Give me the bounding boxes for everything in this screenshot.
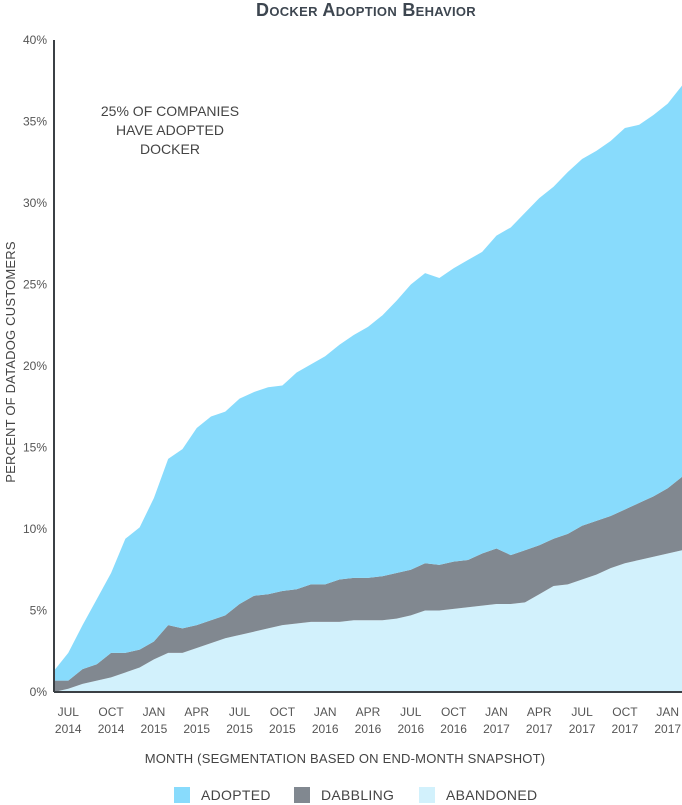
legend-swatch-dabbling: [294, 787, 310, 803]
x-tick-month: JUL: [400, 705, 422, 719]
x-tick-year: 2015: [141, 722, 168, 736]
stacked-area-plot: [54, 85, 682, 692]
x-tick-year: 2016: [440, 722, 467, 736]
x-tick-month: APR: [356, 705, 381, 719]
annotation-line-1: 25% OF COMPANIES: [101, 103, 239, 119]
legend-swatch-adopted: [174, 787, 190, 803]
x-tick-year: 2017: [612, 722, 639, 736]
x-tick-month: JUL: [571, 705, 593, 719]
x-tick-month: OCT: [98, 705, 124, 719]
y-tick-label: 0%: [30, 685, 48, 699]
y-tick-label: 15%: [23, 441, 47, 455]
area-adopted: [54, 85, 682, 681]
x-tick-month: APR: [527, 705, 552, 719]
x-tick-year: 2015: [226, 722, 253, 736]
legend: ADOPTED DABBLING ABANDONED: [174, 787, 537, 803]
legend-swatch-abandoned: [419, 787, 435, 803]
x-tick-month: JUL: [229, 705, 251, 719]
x-tick-month: APR: [184, 705, 209, 719]
x-axis-title: MONTH (SEGMENTATION BASED ON END-MONTH S…: [145, 751, 546, 766]
x-tick-year: 2016: [312, 722, 339, 736]
x-tick-month: JUL: [58, 705, 80, 719]
x-tick-year: 2017: [569, 722, 596, 736]
annotation-line-2: HAVE ADOPTED: [116, 122, 224, 138]
x-tick-month: OCT: [441, 705, 467, 719]
x-axis-ticks: JUL 2014 OCT 2014 JAN 2015 APR 2015 JUL 2015 OCT 20…: [55, 705, 681, 736]
x-tick-month: JAN: [656, 705, 679, 719]
x-tick-year: 2015: [183, 722, 210, 736]
y-tick-label: 10%: [23, 522, 47, 536]
x-tick-year: 2014: [55, 722, 82, 736]
legend-label-adopted: ADOPTED: [201, 787, 271, 803]
annotation: 25% OF COMPANIES HAVE ADOPTED DOCKER: [101, 103, 239, 157]
y-tick-label: 5%: [30, 604, 48, 618]
x-tick-year: 2017: [526, 722, 553, 736]
y-tick-label: 25%: [23, 278, 47, 292]
chart-title: Docker Adoption Behavior: [256, 0, 476, 20]
x-tick-month: JAN: [485, 705, 508, 719]
y-axis-ticks: 0% 5% 10% 15% 20% 25% 30% 35% 40%: [23, 33, 47, 699]
y-axis-title: PERCENT OF DATADOG CUSTOMERS: [3, 241, 18, 483]
area-dabbling: [54, 476, 682, 692]
x-tick-month: JAN: [143, 705, 166, 719]
y-tick-label: 20%: [23, 359, 47, 373]
y-tick-label: 40%: [23, 33, 47, 47]
x-tick-month: JAN: [314, 705, 337, 719]
legend-label-abandoned: ABANDONED: [446, 787, 537, 803]
y-tick-label: 35%: [23, 115, 47, 129]
x-tick-year: 2017: [483, 722, 510, 736]
x-tick-year: 2016: [397, 722, 424, 736]
x-tick-year: 2015: [269, 722, 296, 736]
x-tick-year: 2016: [355, 722, 382, 736]
area-abandoned: [54, 550, 682, 692]
annotation-line-3: DOCKER: [140, 141, 200, 157]
x-tick-year: 2017: [654, 722, 681, 736]
y-tick-label: 30%: [23, 196, 47, 210]
x-tick-month: OCT: [612, 705, 638, 719]
x-tick-year: 2014: [98, 722, 125, 736]
x-tick-month: OCT: [270, 705, 296, 719]
legend-label-dabbling: DABBLING: [321, 787, 394, 803]
